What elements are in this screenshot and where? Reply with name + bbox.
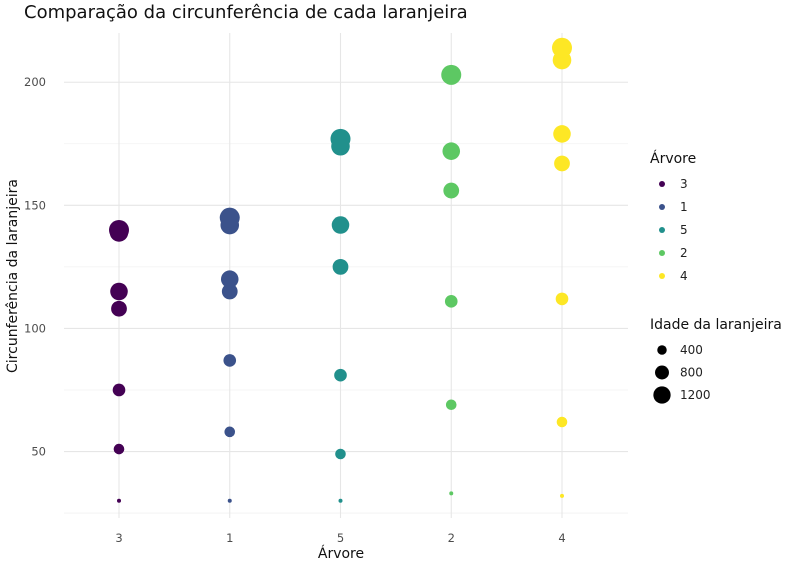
- legend-color-label: 5: [680, 223, 688, 237]
- data-point: [219, 207, 240, 228]
- y-tick-label: 100: [24, 321, 46, 335]
- data-point: [224, 426, 236, 438]
- legend-size-label: 1200: [680, 388, 711, 402]
- x-tick-label: 5: [337, 531, 344, 545]
- y-axis-ticks: 50 100 150 200: [24, 75, 46, 458]
- size-legend: Idade da laranjeira 400 800 1200: [650, 317, 782, 404]
- color-legend: Árvore 3 1 5 2 4: [650, 150, 696, 283]
- data-point: [220, 270, 239, 288]
- legend-color-key: [659, 227, 665, 233]
- legend-size-label: 800: [680, 366, 703, 380]
- data-point: [113, 443, 125, 455]
- legend-size-key: [653, 386, 671, 404]
- x-axis-ticks: 3 1 5 2 4: [115, 531, 565, 545]
- x-tick-label: 4: [558, 531, 565, 545]
- grid-lines: [64, 33, 628, 518]
- data-point: [111, 300, 127, 317]
- legend-color-label: 4: [680, 269, 688, 283]
- data-point: [449, 491, 454, 496]
- data-point: [556, 416, 568, 428]
- data-point: [117, 498, 121, 503]
- data-point: [331, 216, 350, 234]
- legend-color-key: [659, 273, 665, 279]
- data-point: [112, 383, 126, 397]
- x-tick-label: 2: [448, 531, 455, 545]
- data-points: [109, 37, 572, 503]
- data-point: [445, 399, 457, 411]
- data-point: [554, 155, 570, 172]
- y-tick-label: 150: [24, 198, 46, 212]
- size-legend-title: Idade da laranjeira: [650, 317, 782, 333]
- legend-size-label: 400: [680, 343, 703, 357]
- data-point: [334, 368, 347, 382]
- y-tick-label: 50: [31, 445, 46, 459]
- y-axis-title: Circunferência da laranjeira: [5, 179, 21, 373]
- legend-color-key: [659, 204, 665, 210]
- data-point: [109, 219, 129, 240]
- x-axis-title: Árvore: [318, 545, 364, 562]
- data-point: [444, 295, 458, 308]
- data-point: [221, 283, 238, 300]
- legend-color-key: [659, 181, 665, 187]
- data-point: [552, 37, 572, 58]
- data-point: [338, 498, 343, 503]
- data-point: [555, 292, 569, 306]
- legend-color-label: 1: [680, 200, 688, 214]
- x-tick-label: 3: [115, 531, 122, 545]
- data-point: [227, 498, 232, 503]
- data-point: [223, 354, 237, 367]
- data-point: [553, 125, 571, 143]
- x-tick-label: 1: [226, 531, 233, 545]
- data-point: [443, 182, 460, 199]
- legend-size-key: [657, 345, 667, 355]
- y-tick-label: 200: [24, 75, 46, 89]
- legend-color-label: 2: [680, 246, 688, 260]
- data-point: [441, 64, 462, 85]
- data-point: [110, 282, 128, 301]
- data-point: [330, 128, 351, 149]
- chart-title: Comparação da circunferência de cada lar…: [24, 2, 468, 23]
- data-point: [560, 493, 564, 498]
- legend-color-label: 3: [680, 177, 688, 191]
- data-point: [335, 448, 346, 460]
- legend-color-key: [659, 250, 665, 256]
- data-point: [332, 259, 349, 275]
- data-point: [442, 142, 461, 160]
- color-legend-title: Árvore: [650, 150, 696, 167]
- legend-size-key: [655, 365, 669, 380]
